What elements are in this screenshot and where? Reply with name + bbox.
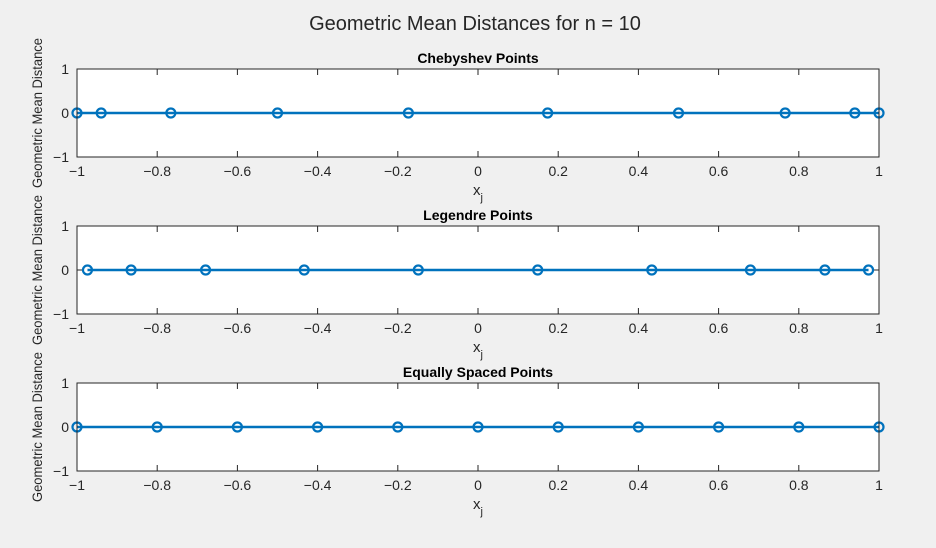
x-tick-label: −0.4 (304, 320, 332, 336)
x-tick-label: −0.2 (384, 320, 412, 336)
y-tick-label: 0 (61, 419, 69, 435)
x-axis-label-text: x (473, 339, 481, 356)
data-point (672, 107, 685, 119)
x-tick-label: 0.2 (548, 477, 568, 493)
x-tick-label: 0 (474, 477, 482, 493)
x-axis-label-subscript: j (480, 349, 483, 361)
x-tick-label: 0.4 (629, 163, 649, 179)
x-tick-label: −0.4 (304, 163, 332, 179)
data-point (392, 421, 404, 433)
x-axis-label-text: x (473, 182, 481, 199)
x-tick-label: −0.6 (224, 320, 252, 336)
y-tick-label: 1 (61, 61, 69, 77)
x-tick-label: 0.2 (548, 163, 568, 179)
x-tick-label: 0 (474, 320, 482, 336)
data-point (298, 264, 310, 276)
data-point (862, 264, 875, 276)
y-tick-label: 1 (61, 375, 69, 391)
data-point (472, 421, 484, 433)
x-tick-label: −1 (69, 320, 85, 336)
data-point (819, 264, 831, 276)
data-point (402, 107, 414, 119)
x-tick-label: 1 (875, 477, 883, 493)
y-tick-label: 0 (61, 105, 69, 121)
data-point (151, 421, 163, 433)
x-tick-label: −0.4 (304, 477, 332, 493)
x-axis-label-subscript: j (480, 506, 483, 518)
x-tick-label: 0.8 (789, 320, 809, 336)
data-point (849, 107, 861, 119)
data-point (744, 264, 757, 276)
x-tick-label: 0.6 (709, 477, 729, 493)
x-tick-label: −1 (69, 163, 85, 179)
y-tick-label: −1 (53, 463, 69, 479)
y-axis-label: Geometric Mean Distance (29, 38, 45, 188)
data-point (646, 264, 658, 276)
x-axis-label: xj (473, 339, 483, 361)
subplot-1: −1 −0.8 −0.6 −0.4 −0.2 0 0.2 0.4 0.6 0.8 1 −1 0 1 Cheb… (29, 38, 885, 204)
x-tick-label: −0.8 (143, 163, 171, 179)
data-point (125, 264, 137, 276)
axes-frame (76, 382, 880, 472)
x-tick-label: −1 (69, 477, 85, 493)
x-tick-label: −0.8 (143, 320, 171, 336)
x-tick-label: 1 (875, 163, 883, 179)
data-point (271, 107, 284, 119)
data-point (712, 421, 725, 433)
x-tick-label: 0.8 (789, 477, 809, 493)
axes-frame (76, 225, 880, 315)
subplot-3: −1 −0.8 −0.6 −0.4 −0.2 0 0.2 0.4 0.6 0.8 1 −1 0 1 Equa… (29, 352, 885, 518)
x-tick-label: 0 (474, 163, 482, 179)
x-tick-label: −0.6 (224, 163, 252, 179)
y-tick-label: 1 (61, 218, 69, 234)
y-tick-label: −1 (53, 149, 69, 165)
data-point (793, 421, 805, 433)
y-tick-label: −1 (53, 306, 69, 322)
x-tick-label: 0.2 (548, 320, 568, 336)
x-axis-label: xj (473, 496, 483, 518)
x-tick-label: 0.4 (629, 477, 649, 493)
data-point (95, 107, 107, 119)
axes-frame (76, 68, 880, 158)
data-point (199, 264, 212, 276)
data-point (532, 264, 544, 276)
x-tick-label: −0.6 (224, 477, 252, 493)
x-tick-label: 1 (875, 320, 883, 336)
y-axis-label: Geometric Mean Distance (29, 195, 45, 345)
subplots: −1 −0.8 −0.6 −0.4 −0.2 0 0.2 0.4 0.6 0.8 1 −1 0 1 Cheb… (29, 38, 885, 518)
x-axis-label: xj (473, 182, 483, 204)
subplot-2: −1 −0.8 −0.6 −0.4 −0.2 0 0.2 0.4 0.6 0.8 1 −1 0 1 Lege… (29, 195, 883, 361)
data-point (632, 421, 645, 433)
data-point (542, 107, 554, 119)
x-tick-label: −0.2 (384, 477, 412, 493)
x-tick-label: −0.8 (143, 477, 171, 493)
x-axis-label-subscript: j (480, 192, 483, 204)
data-point (412, 264, 424, 276)
x-axis-label-text: x (473, 496, 481, 513)
data-point (81, 264, 94, 276)
data-point (552, 421, 564, 433)
subplot-title: Equally Spaced Points (403, 364, 553, 380)
data-point (779, 107, 791, 119)
subplot-title: Legendre Points (423, 207, 533, 223)
figure-title: Geometric Mean Distances for n = 10 (309, 13, 641, 35)
x-tick-label: 0.6 (709, 320, 729, 336)
subplot-title: Chebyshev Points (417, 50, 539, 66)
data-point (231, 421, 243, 433)
x-tick-label: 0.6 (709, 163, 729, 179)
data-point (312, 421, 324, 433)
y-axis-label: Geometric Mean Distance (29, 352, 45, 502)
y-tick-label: 0 (61, 262, 69, 278)
x-tick-label: 0.4 (629, 320, 649, 336)
data-point (165, 107, 177, 119)
x-tick-label: −0.2 (384, 163, 412, 179)
x-tick-label: 0.8 (789, 163, 809, 179)
